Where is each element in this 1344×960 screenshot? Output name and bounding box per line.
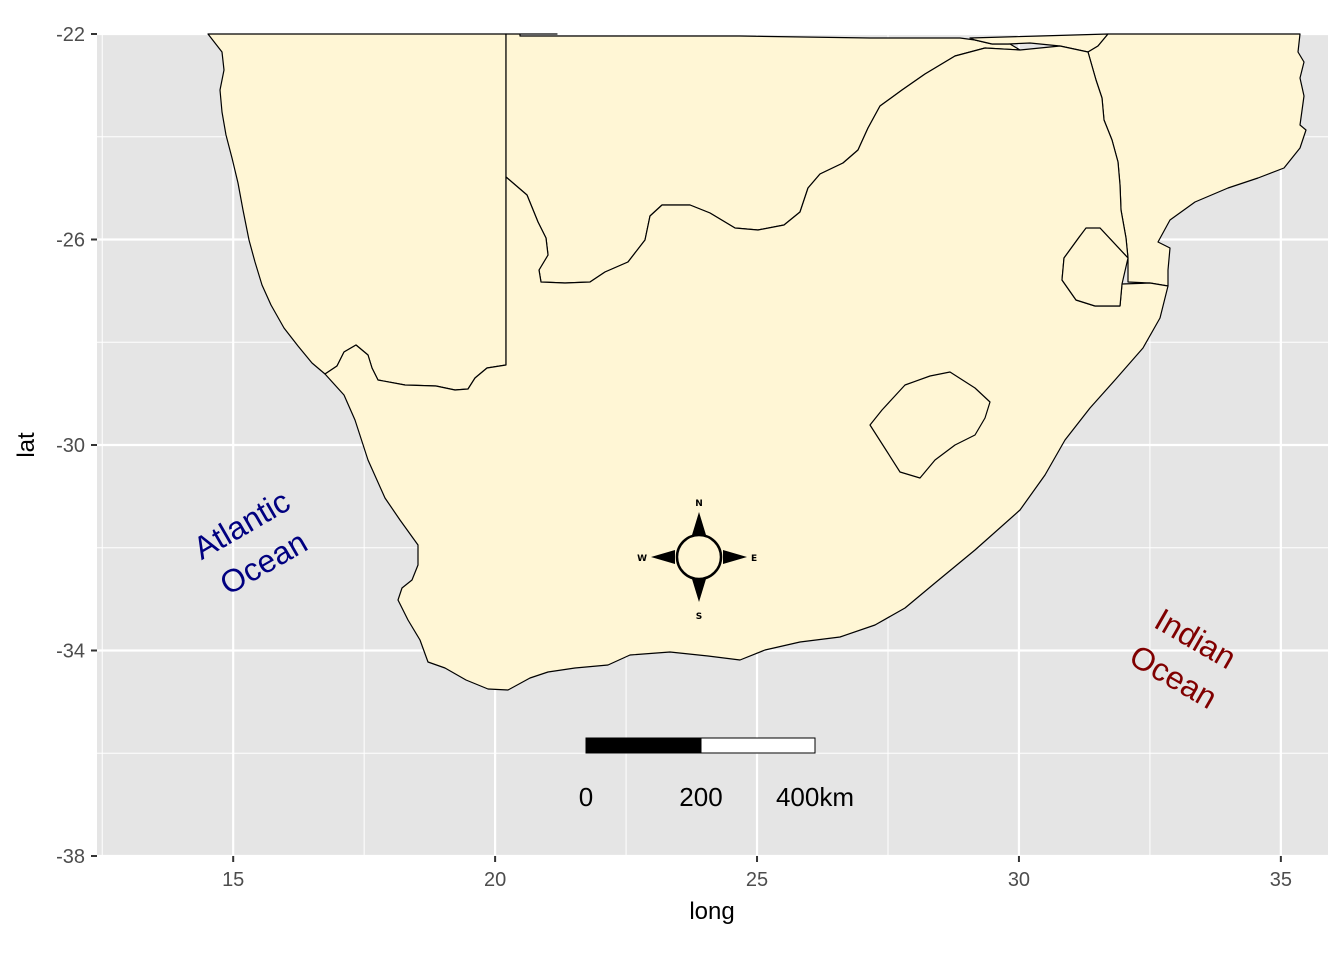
compass-ring <box>675 533 723 581</box>
y-axis-tick-label: -38 <box>56 846 85 868</box>
x-axis-tick-label: 15 <box>222 869 244 891</box>
compass-south-point <box>692 579 706 602</box>
y-axis-tick-label: -30 <box>56 435 85 457</box>
x-axis-tick-label: 20 <box>484 869 506 891</box>
compass-letter-w: W <box>637 554 647 564</box>
land-layer <box>207 33 1307 691</box>
compass-west-point <box>651 550 675 564</box>
scale-label-200: 200 <box>679 782 722 812</box>
country-lesotho <box>869 371 991 479</box>
compass-rose-icon: N S E W <box>637 499 757 622</box>
compass-east-point <box>723 550 747 564</box>
compass-letter-s: S <box>696 612 702 622</box>
country-eswatini <box>1061 227 1129 307</box>
scale-bar-black-segment <box>585 737 702 754</box>
compass-letter-e: E <box>751 554 757 564</box>
compass-north-point <box>692 512 706 535</box>
y-axis-tick-label: -34 <box>56 641 85 663</box>
scale-label-400km: 400km <box>776 782 854 812</box>
x-axis-tick-label: 35 <box>1270 869 1292 891</box>
y-axis-tick-label: -26 <box>56 230 85 252</box>
y-axis-tick-label: -22 <box>56 24 85 46</box>
x-axis-title: long <box>689 898 734 925</box>
country-south-africa <box>324 45 1169 691</box>
scale-bar-white-segment <box>700 737 816 754</box>
scale-label-0: 0 <box>579 782 593 812</box>
scale-bar: 0 200 400km <box>579 737 854 812</box>
x-axis-tick-label: 30 <box>1008 869 1030 891</box>
x-axis-tick-label: 25 <box>746 869 768 891</box>
y-axis-title: lat <box>13 432 40 458</box>
compass-letter-n: N <box>695 499 703 509</box>
axes: 15 20 25 30 35 -22 -26 -30 -34 -38 <box>56 24 1292 891</box>
